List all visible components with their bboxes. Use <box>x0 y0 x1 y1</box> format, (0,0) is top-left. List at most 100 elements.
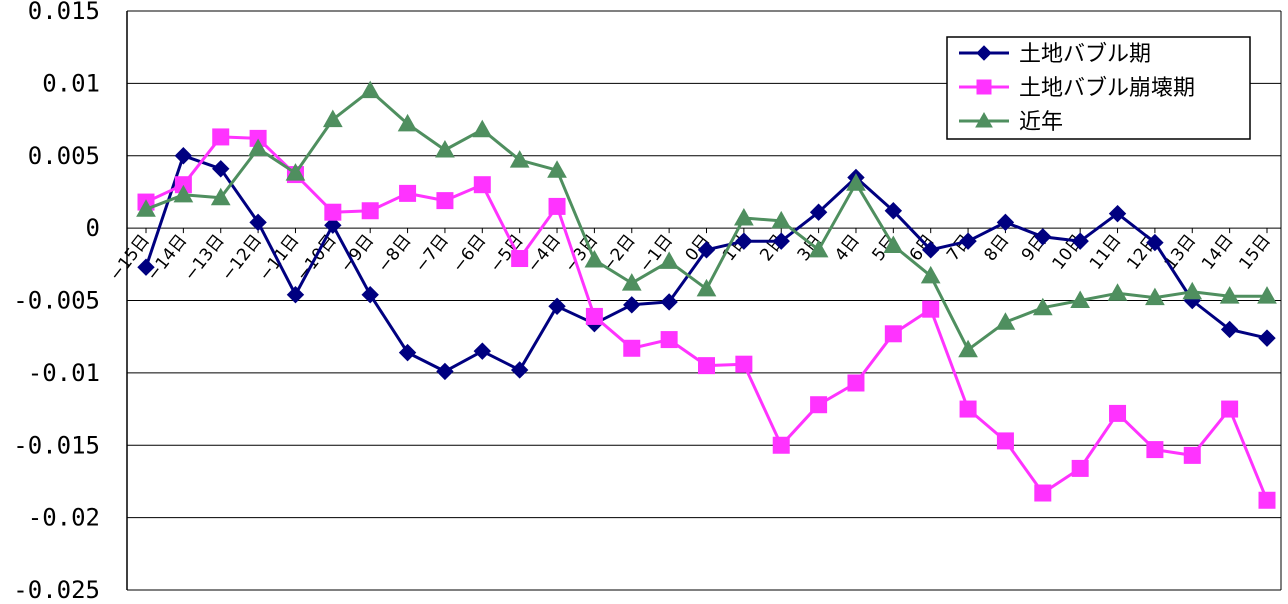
x-tick-label: −2日 <box>598 231 640 276</box>
series-3 <box>136 80 1277 358</box>
x-tick-label: −8日 <box>374 231 416 276</box>
x-tick-label: −12日 <box>218 231 266 285</box>
data-point <box>623 339 641 357</box>
y-tick-label: 0.005 <box>28 142 100 170</box>
data-point <box>976 79 992 95</box>
legend-label: 土地バブル崩壊期 <box>1019 76 1195 101</box>
data-point <box>173 184 194 203</box>
data-point <box>1221 400 1239 418</box>
data-point <box>1182 281 1203 300</box>
y-tick-label: 0.01 <box>42 69 100 97</box>
data-point <box>212 128 230 146</box>
data-point <box>137 258 155 276</box>
data-point <box>585 307 603 325</box>
data-point <box>772 436 790 454</box>
data-point <box>996 213 1015 232</box>
legend-entry: 近年 <box>959 110 1063 135</box>
data-point <box>959 232 977 250</box>
data-point <box>1145 287 1165 306</box>
x-tick-label: −13日 <box>180 231 228 285</box>
x-tick-label: 11日 <box>1086 231 1126 274</box>
data-point <box>810 396 828 414</box>
x-tick-label: 15日 <box>1235 231 1275 274</box>
data-point <box>1034 484 1052 502</box>
series-layer <box>136 80 1277 509</box>
series-line <box>145 135 1269 501</box>
data-point <box>210 187 231 206</box>
data-point <box>1070 290 1091 308</box>
data-point <box>399 184 417 202</box>
data-point <box>397 113 418 132</box>
y-tick-label: -0.015 <box>13 431 100 459</box>
data-point <box>511 250 529 268</box>
data-point <box>584 249 605 268</box>
data-point <box>436 192 454 210</box>
data-point <box>808 239 829 258</box>
data-point <box>360 80 381 99</box>
data-point <box>473 176 491 194</box>
data-point <box>174 147 193 165</box>
data-point <box>249 213 267 232</box>
data-point <box>847 374 865 392</box>
data-point <box>548 197 566 215</box>
data-point <box>436 362 454 381</box>
data-point <box>1032 297 1053 316</box>
data-point <box>623 296 641 314</box>
data-point <box>1108 204 1127 223</box>
data-point <box>846 173 866 191</box>
legend-label: 近年 <box>1019 110 1063 135</box>
data-point <box>324 216 342 234</box>
x-tick-label: −6日 <box>449 231 491 276</box>
data-point <box>659 251 679 269</box>
data-point <box>809 203 828 221</box>
data-point <box>660 331 678 349</box>
data-point <box>996 432 1014 450</box>
data-point <box>976 45 992 61</box>
data-point <box>1034 228 1052 246</box>
data-point <box>398 343 417 362</box>
data-point <box>509 150 530 168</box>
data-point <box>285 163 306 181</box>
data-point <box>212 160 230 178</box>
data-point <box>995 312 1016 330</box>
data-point <box>286 286 305 304</box>
data-point <box>361 202 379 220</box>
y-axis: 0.015 0.01 0.005 0 -0.005 -0.01 -0.015 -0.02 -0.… <box>13 0 1282 604</box>
data-point <box>1146 441 1164 459</box>
data-point <box>697 241 716 259</box>
data-point <box>1107 283 1128 301</box>
data-point <box>660 293 678 311</box>
x-tick-label: 13日 <box>1161 231 1201 274</box>
data-point <box>696 278 717 297</box>
data-point <box>920 265 941 284</box>
data-point <box>322 109 343 128</box>
data-point <box>324 203 342 221</box>
x-tick-label: −7日 <box>411 231 453 276</box>
data-point <box>1146 233 1164 252</box>
data-point <box>958 339 978 358</box>
data-point <box>621 273 642 291</box>
legend-label: 土地バブル期 <box>1019 42 1151 67</box>
y-tick-label: 0 <box>86 214 100 242</box>
data-point <box>771 210 792 229</box>
data-point <box>361 286 379 304</box>
data-point <box>472 119 493 138</box>
data-point <box>1109 404 1127 422</box>
data-point <box>884 325 902 343</box>
data-point <box>1183 446 1201 464</box>
y-tick-label: -0.01 <box>28 359 100 387</box>
x-tick-label: −11日 <box>255 231 303 285</box>
data-point <box>510 361 529 379</box>
y-tick-label: -0.025 <box>13 576 100 604</box>
data-point <box>735 355 753 373</box>
data-point <box>883 235 904 253</box>
data-point <box>975 111 993 128</box>
data-point <box>1258 491 1276 509</box>
y-tick-label: 0.015 <box>28 0 100 25</box>
data-point <box>547 160 567 178</box>
data-point <box>1219 286 1240 304</box>
series-2 <box>137 128 1276 509</box>
data-point <box>1220 320 1239 339</box>
